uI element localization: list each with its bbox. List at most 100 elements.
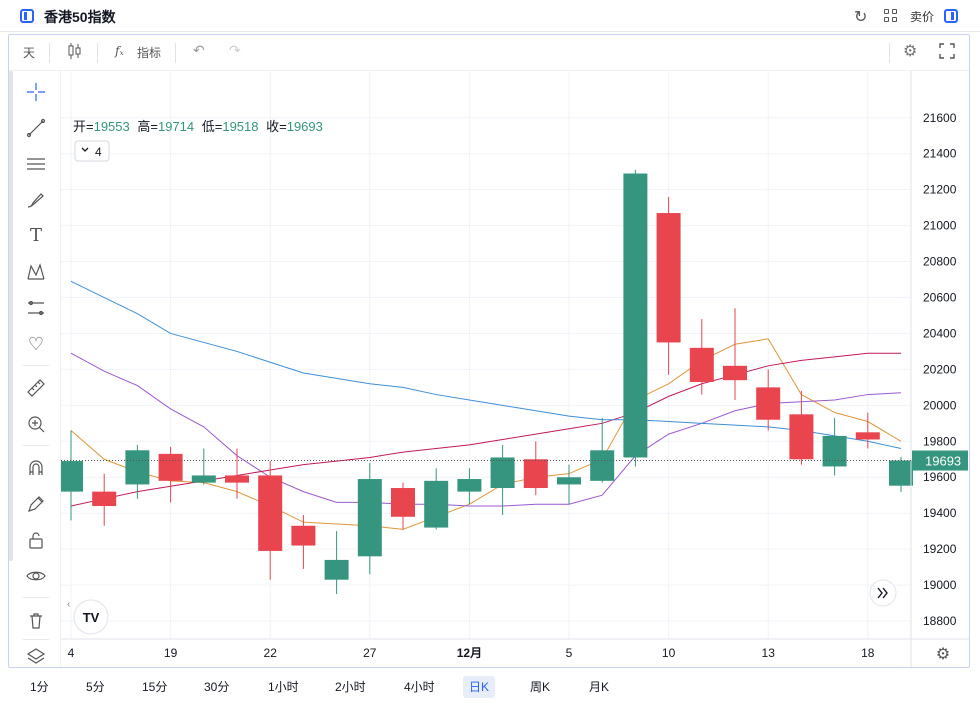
candle (557, 464, 581, 505)
period-monthly[interactable]: 月K (589, 680, 610, 694)
candle (889, 456, 913, 492)
favorites-heart-icon[interactable]: ♡ (27, 334, 45, 354)
legend-toggle-button[interactable]: 4 (74, 140, 110, 162)
chart-settings-gear-icon[interactable]: ⚙ (936, 646, 950, 663)
candle (158, 446, 183, 503)
y-tick-label: 21600 (923, 111, 957, 125)
y-tick-label: 19200 (923, 542, 957, 556)
settings-gear-icon[interactable]: ⚙ (903, 43, 918, 60)
undo-icon[interactable]: ↶ (193, 42, 205, 58)
trash-icon[interactable] (25, 609, 47, 631)
candle-body (590, 450, 615, 481)
y-tick-label: 19800 (923, 434, 957, 448)
last-price-label: 19693 (925, 454, 961, 469)
instrument-title: 香港50指数 (44, 9, 116, 25)
magnet-icon[interactable] (25, 457, 47, 479)
candle-body (258, 475, 283, 551)
candle (225, 448, 249, 499)
y-tick-label: 21400 (923, 147, 957, 161)
candle-style-icon[interactable] (67, 41, 83, 64)
ruler-icon[interactable] (25, 377, 47, 399)
fullscreen-icon[interactable] (939, 43, 955, 62)
horizontal-lines-icon[interactable] (25, 153, 47, 175)
refresh-icon[interactable]: ↻ (854, 9, 868, 26)
scroll-to-latest-button[interactable] (869, 579, 897, 607)
sell-price-toggle[interactable]: 卖价 (910, 10, 935, 24)
tradingview-logo[interactable]: TV (73, 599, 109, 635)
y-tick-label: 21000 (923, 219, 957, 233)
pattern-icon[interactable] (25, 261, 47, 283)
x-tick-label: 22 (264, 646, 278, 660)
period-4h[interactable]: 4小时 (404, 680, 435, 694)
period-daily[interactable]: 日K (463, 676, 496, 698)
brush-icon[interactable] (25, 189, 47, 211)
candle-body (125, 450, 150, 485)
lock-icon[interactable] (25, 529, 47, 551)
candle-body (789, 414, 814, 460)
y-tick-label: 20800 (923, 255, 957, 269)
candle-body (158, 453, 183, 481)
y-tick-label: 19600 (923, 470, 957, 484)
candle (855, 412, 880, 449)
toolbar-divider (49, 43, 50, 63)
candle-body (490, 457, 515, 489)
period-15m[interactable]: 15分 (142, 680, 168, 694)
candle (258, 461, 283, 580)
period-30m[interactable]: 30分 (204, 680, 230, 694)
x-tick-label: 5 (566, 646, 573, 660)
layers-icon[interactable] (25, 645, 47, 667)
indicators-icon[interactable]: fₓ (115, 44, 124, 58)
period-weekly[interactable]: 周K (530, 680, 551, 694)
ohlc-readout: 开=19553 高=19714 低=19518 收=19693 (73, 119, 323, 134)
period-2h[interactable]: 2小时 (335, 680, 366, 694)
candle-body (324, 559, 349, 580)
candle-body (191, 475, 216, 483)
period-1h[interactable]: 1小时 (268, 680, 299, 694)
right-panel-toggle-icon[interactable] (944, 9, 958, 23)
candlestick-chart[interactable]: 18800 19000 19200 19400 19600 19800 20000 20200… (61, 71, 969, 667)
candle (61, 430, 83, 521)
chart-toolbar: 天 fₓ 指标 ↶ ↷ ⚙ (9, 35, 969, 71)
period-5m[interactable]: 5分 (86, 680, 105, 694)
tools-scrollbar[interactable] (9, 71, 13, 561)
candle-body (291, 525, 316, 546)
left-panel-toggle-icon[interactable] (20, 9, 34, 23)
candle-body (225, 475, 249, 483)
tools-divider (23, 597, 49, 598)
layout-grid-icon[interactable] (884, 9, 898, 23)
period-1m[interactable]: 1分 (30, 680, 49, 694)
y-tick-label: 20600 (923, 291, 957, 305)
candle (656, 196, 681, 375)
candle (590, 417, 615, 483)
double-chevron-right-icon (877, 587, 888, 599)
collapse-left-icon[interactable]: ‹ (67, 599, 70, 610)
candle-body (855, 432, 880, 440)
indicators-button[interactable]: 指标 (137, 46, 162, 60)
candle-body (391, 488, 415, 517)
candle (689, 319, 714, 395)
y-tick-label: 20000 (923, 398, 957, 412)
timeframe-button[interactable]: 天 (23, 46, 36, 60)
x-tick-label: 12月 (457, 646, 482, 660)
candle (623, 169, 648, 467)
eye-icon[interactable] (25, 565, 47, 587)
candle (291, 514, 316, 569)
trend-line-icon[interactable] (25, 117, 47, 139)
logo-mark: TV (83, 610, 100, 625)
projection-icon[interactable] (25, 297, 47, 319)
tools-divider (23, 365, 49, 366)
y-tick-label: 19000 (923, 578, 957, 592)
tools-divider (23, 639, 49, 640)
zoom-in-icon[interactable] (25, 413, 47, 435)
candle-body (889, 460, 913, 486)
text-tool-icon[interactable]: T (29, 225, 42, 246)
candle-body (357, 479, 382, 557)
crosshair-icon[interactable] (25, 81, 47, 103)
stay-drawing-icon[interactable] (25, 493, 47, 515)
candle-body (689, 347, 714, 382)
candle (424, 468, 449, 530)
candle (191, 448, 216, 485)
chart-axes: 18800 19000 19200 19400 19600 19800 20000 20200… (61, 71, 969, 667)
redo-icon[interactable]: ↷ (229, 42, 241, 58)
y-tick-label: 20400 (923, 326, 957, 340)
